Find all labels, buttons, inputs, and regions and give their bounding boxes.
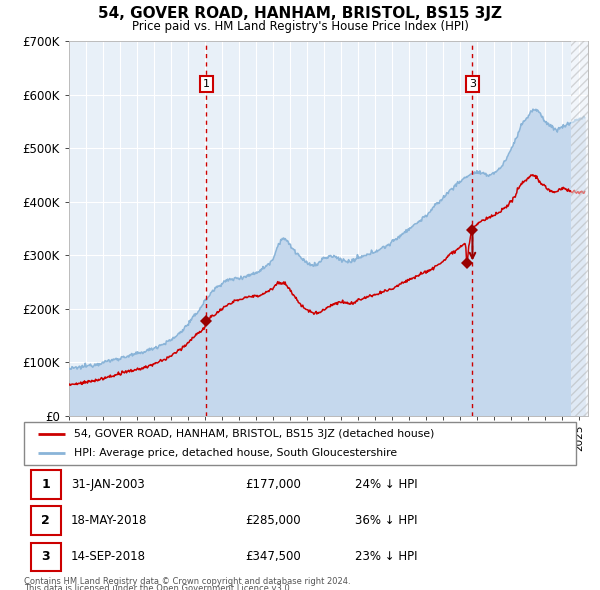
Text: This data is licensed under the Open Government Licence v3.0.: This data is licensed under the Open Gov… [24, 584, 292, 590]
Text: £347,500: £347,500 [245, 550, 301, 563]
Text: 18-MAY-2018: 18-MAY-2018 [71, 514, 147, 527]
Text: 2: 2 [41, 514, 50, 527]
Text: 1: 1 [203, 79, 210, 89]
Text: £285,000: £285,000 [245, 514, 301, 527]
Text: 54, GOVER ROAD, HANHAM, BRISTOL, BS15 3JZ: 54, GOVER ROAD, HANHAM, BRISTOL, BS15 3J… [98, 6, 502, 21]
Text: Price paid vs. HM Land Registry's House Price Index (HPI): Price paid vs. HM Land Registry's House … [131, 20, 469, 33]
Text: 3: 3 [469, 79, 476, 89]
Bar [31, 470, 61, 499]
Bar [31, 506, 61, 535]
Text: £177,000: £177,000 [245, 478, 301, 491]
Text: 54, GOVER ROAD, HANHAM, BRISTOL, BS15 3JZ (detached house): 54, GOVER ROAD, HANHAM, BRISTOL, BS15 3J… [74, 429, 434, 439]
Text: 31-JAN-2003: 31-JAN-2003 [71, 478, 145, 491]
Text: Contains HM Land Registry data © Crown copyright and database right 2024.: Contains HM Land Registry data © Crown c… [24, 577, 350, 586]
Text: 23% ↓ HPI: 23% ↓ HPI [355, 550, 418, 563]
Text: 1: 1 [41, 478, 50, 491]
Text: 14-SEP-2018: 14-SEP-2018 [71, 550, 146, 563]
Text: 24% ↓ HPI: 24% ↓ HPI [355, 478, 418, 491]
Text: 36% ↓ HPI: 36% ↓ HPI [355, 514, 418, 527]
Text: HPI: Average price, detached house, South Gloucestershire: HPI: Average price, detached house, Sout… [74, 448, 397, 458]
Text: 3: 3 [41, 550, 50, 563]
Bar [31, 543, 61, 571]
